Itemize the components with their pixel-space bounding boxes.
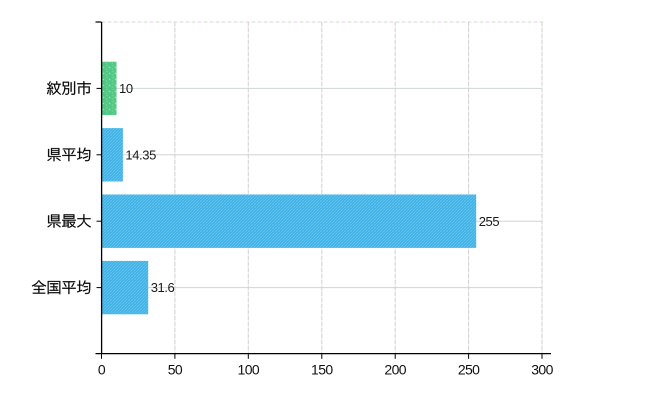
svg-text:0: 0 — [98, 362, 106, 378]
svg-text:100: 100 — [238, 362, 260, 378]
svg-text:10: 10 — [119, 81, 133, 96]
svg-text:200: 200 — [384, 362, 406, 378]
svg-text:250: 250 — [458, 362, 480, 378]
svg-text:14.35: 14.35 — [125, 147, 156, 162]
svg-text:255: 255 — [479, 214, 500, 229]
svg-text:31.6: 31.6 — [151, 280, 175, 295]
svg-text:300: 300 — [531, 362, 553, 378]
svg-text:50: 50 — [168, 362, 183, 378]
svg-text:150: 150 — [311, 362, 333, 378]
